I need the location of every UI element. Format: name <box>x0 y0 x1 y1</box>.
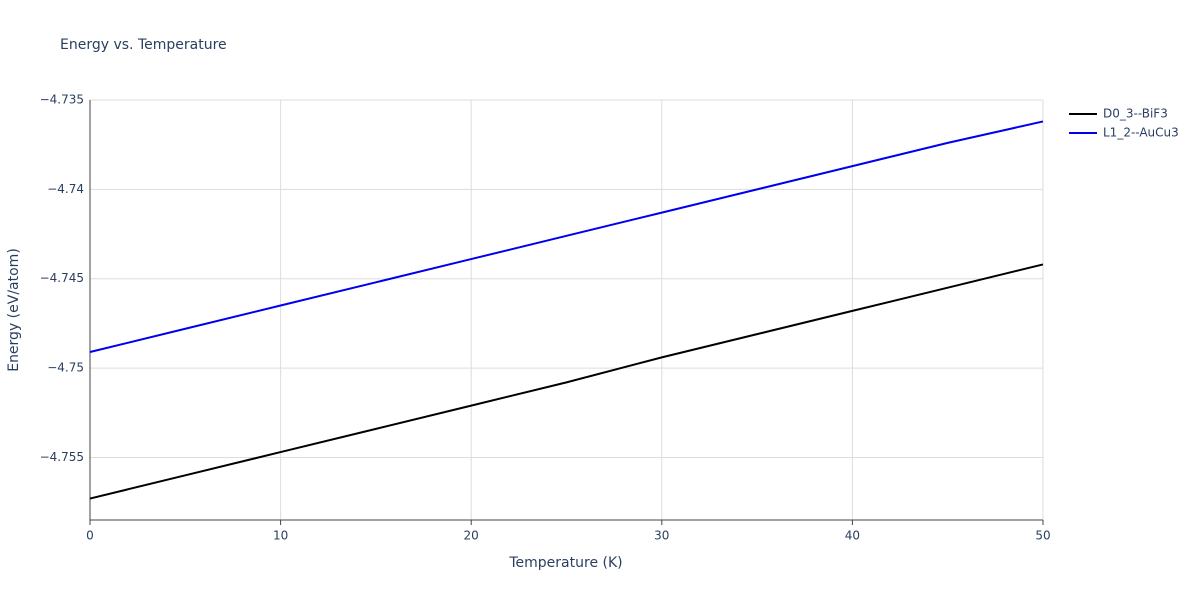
y-tick-label: −4.75 <box>47 361 84 375</box>
x-tick-label: 10 <box>273 529 288 543</box>
x-tick-label: 50 <box>1035 529 1050 543</box>
series-line <box>89 120 1044 353</box>
y-tick-label: −4.735 <box>40 93 84 107</box>
chart-title: Energy vs. Temperature <box>60 37 227 53</box>
y-tick-label: −4.745 <box>40 271 84 285</box>
legend-label: L1_2--AuCu3 <box>1103 126 1179 140</box>
x-tick-label: 40 <box>845 529 860 543</box>
series-line <box>89 263 1044 500</box>
y-tick-label: −4.74 <box>47 182 84 196</box>
x-tick-label: 0 <box>86 529 94 543</box>
legend-label: D0_3--BiF3 <box>1103 107 1168 121</box>
x-axis-title: Temperature (K) <box>508 555 622 571</box>
x-tick-label: 20 <box>464 529 479 543</box>
y-axis-title: Energy (eV/atom) <box>6 248 22 372</box>
x-tick-label: 30 <box>654 529 669 543</box>
y-tick-label: −4.755 <box>40 450 84 464</box>
